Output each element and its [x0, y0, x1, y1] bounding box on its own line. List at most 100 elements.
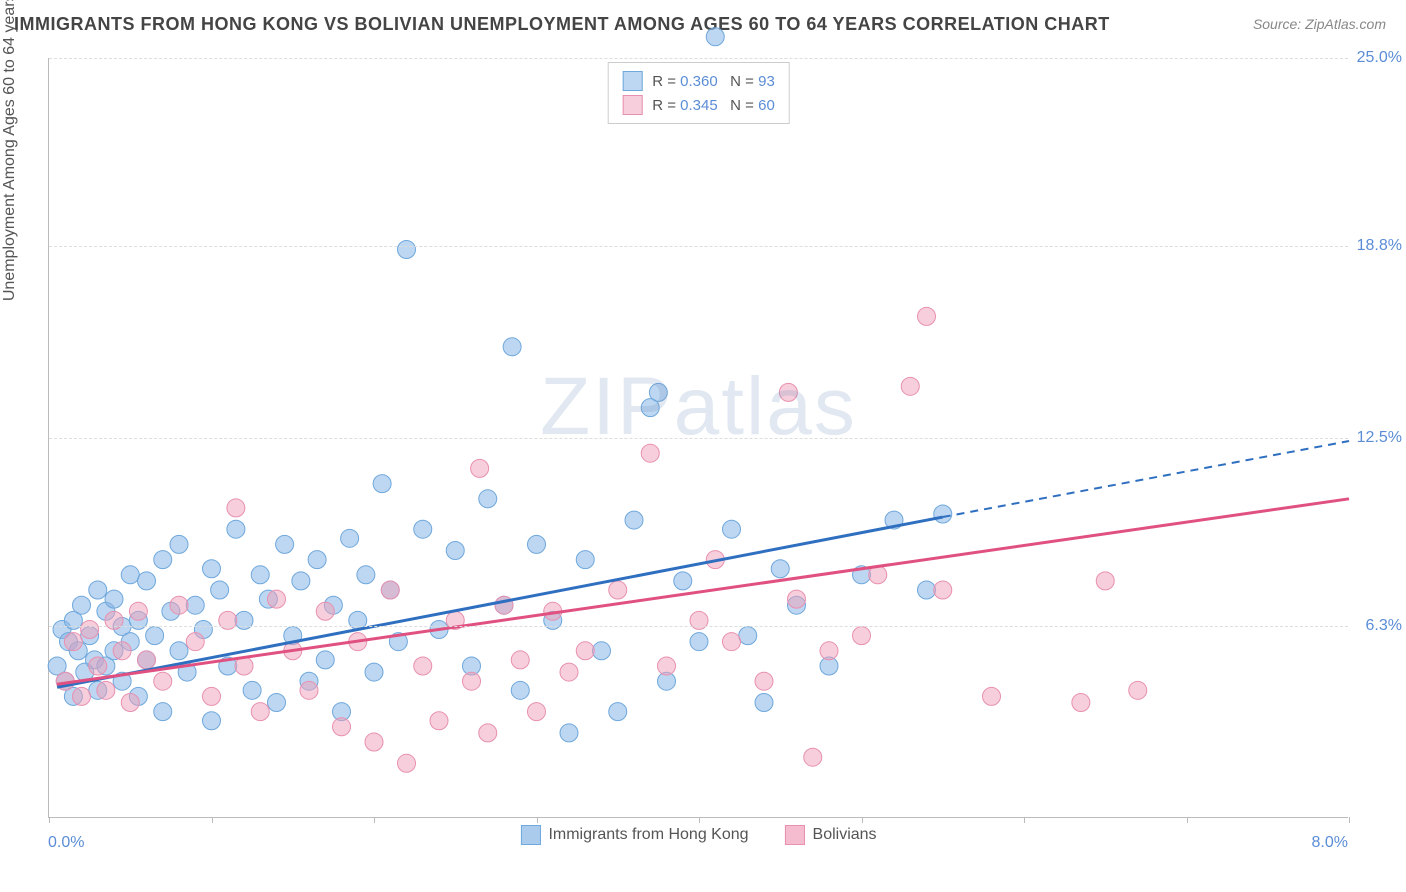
- scatter-point: [901, 377, 919, 395]
- scatter-point: [1096, 572, 1114, 590]
- gridline: [49, 438, 1348, 439]
- scatter-point: [593, 642, 611, 660]
- scatter-point: [211, 581, 229, 599]
- scatter-point: [609, 703, 627, 721]
- scatter-point: [357, 566, 375, 584]
- scatter-point: [528, 703, 546, 721]
- legend-correlation: R = 0.360 N = 93 R = 0.345 N = 60: [607, 62, 790, 124]
- y-tick-label: 18.8%: [1357, 237, 1402, 255]
- x-tick: [699, 817, 700, 823]
- scatter-point: [723, 633, 741, 651]
- scatter-point: [308, 551, 326, 569]
- scatter-point: [503, 338, 521, 356]
- scatter-point: [560, 724, 578, 742]
- scatter-point: [479, 490, 497, 508]
- scatter-point: [560, 663, 578, 681]
- scatter-point: [918, 307, 936, 325]
- legend-label-hk: Immigrants from Hong Kong: [548, 826, 748, 844]
- scatter-point: [365, 663, 383, 681]
- scatter-point: [64, 633, 82, 651]
- scatter-point: [121, 693, 139, 711]
- x-tick: [1187, 817, 1188, 823]
- scatter-point: [138, 651, 156, 669]
- y-tick-label: 12.5%: [1357, 429, 1402, 447]
- scatter-point: [446, 541, 464, 559]
- scatter-point: [73, 596, 91, 614]
- x-tick: [862, 817, 863, 823]
- scatter-point: [251, 703, 269, 721]
- scatter-point: [804, 748, 822, 766]
- scatter-point: [227, 520, 245, 538]
- scatter-point: [479, 724, 497, 742]
- scatter-point: [73, 687, 91, 705]
- source-label: Source: ZipAtlas.com: [1253, 16, 1386, 32]
- scatter-point: [227, 499, 245, 517]
- scatter-point: [918, 581, 936, 599]
- x-axis-min-label: 0.0%: [48, 834, 84, 852]
- scatter-point: [154, 551, 172, 569]
- scatter-point: [983, 687, 1001, 705]
- scatter-point: [674, 572, 692, 590]
- scatter-point: [649, 383, 667, 401]
- scatter-point: [788, 590, 806, 608]
- x-tick: [374, 817, 375, 823]
- scatter-point: [398, 241, 416, 259]
- scatter-point: [471, 459, 489, 477]
- scatter-point: [170, 642, 188, 660]
- scatter-point: [292, 572, 310, 590]
- scatter-point: [203, 560, 221, 578]
- legend-swatch-2: [622, 95, 642, 115]
- scatter-point: [276, 535, 294, 553]
- plot-area: ZIPatlas R = 0.360 N = 93 R = 0.345 N = …: [48, 58, 1348, 818]
- scatter-point: [771, 560, 789, 578]
- scatter-point: [641, 444, 659, 462]
- scatter-point: [203, 687, 221, 705]
- scatter-point: [365, 733, 383, 751]
- scatter-point: [316, 602, 334, 620]
- legend-text-1: R = 0.360 N = 93: [652, 73, 775, 90]
- scatter-point: [414, 657, 432, 675]
- scatter-point: [113, 642, 131, 660]
- scatter-point: [511, 681, 529, 699]
- scatter-point: [934, 505, 952, 523]
- legend-label-bolivian: Bolivians: [813, 826, 877, 844]
- scatter-point: [89, 657, 107, 675]
- scatter-point: [154, 703, 172, 721]
- scatter-point: [243, 681, 261, 699]
- scatter-point: [105, 590, 123, 608]
- scatter-point: [398, 754, 416, 772]
- scatter-point: [333, 718, 351, 736]
- y-tick-label: 25.0%: [1357, 49, 1402, 67]
- scatter-point: [268, 693, 286, 711]
- scatter-point: [706, 28, 724, 46]
- x-tick: [212, 817, 213, 823]
- legend-item-hk: Immigrants from Hong Kong: [520, 825, 748, 845]
- legend-item-bolivian: Bolivians: [785, 825, 877, 845]
- scatter-point: [170, 535, 188, 553]
- scatter-point: [1072, 693, 1090, 711]
- scatter-point: [576, 642, 594, 660]
- scatter-point: [853, 627, 871, 645]
- scatter-point: [658, 657, 676, 675]
- scatter-point: [138, 572, 156, 590]
- y-axis-label: Unemployment Among Ages 60 to 64 years: [1, 0, 19, 301]
- scatter-point: [186, 596, 204, 614]
- legend-series: Immigrants from Hong Kong Bolivians: [520, 825, 876, 845]
- scatter-point: [381, 581, 399, 599]
- scatter-point: [1129, 681, 1147, 699]
- scatter-point: [373, 475, 391, 493]
- scatter-point: [341, 529, 359, 547]
- legend-row-series1: R = 0.360 N = 93: [622, 69, 775, 93]
- y-tick-label: 6.3%: [1366, 617, 1402, 635]
- scatter-point: [430, 712, 448, 730]
- scatter-point: [414, 520, 432, 538]
- scatter-point: [739, 627, 757, 645]
- scatter-point: [576, 551, 594, 569]
- scatter-point: [129, 602, 147, 620]
- x-tick: [537, 817, 538, 823]
- legend-text-2: R = 0.345 N = 60: [652, 97, 775, 114]
- scatter-point: [625, 511, 643, 529]
- x-tick: [1349, 817, 1350, 823]
- scatter-point: [511, 651, 529, 669]
- gridline: [49, 58, 1348, 59]
